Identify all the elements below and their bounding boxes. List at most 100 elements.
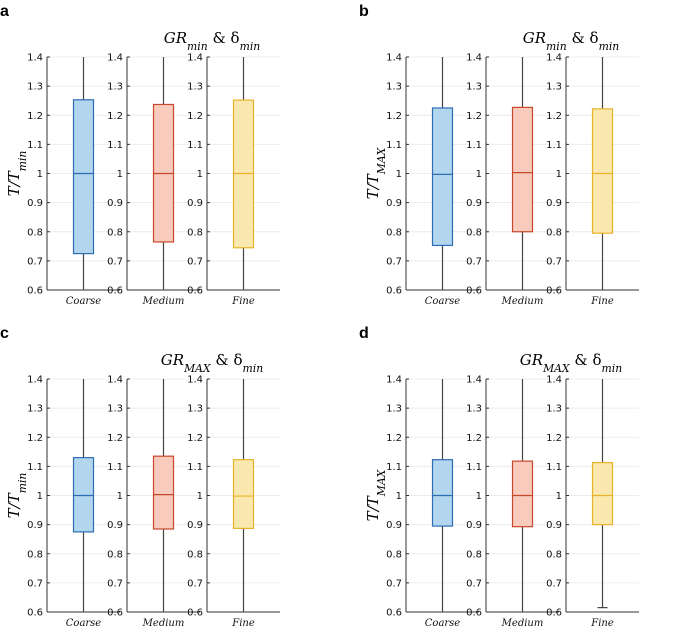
y-tick-label: 0.6 (27, 286, 43, 297)
subplot-fine: 0.6 0.7 0.8 0.9 1 1.1 1.2 1.3 1.4 Fine (187, 53, 280, 307)
y-tick-label: 0.8 (27, 227, 43, 238)
panel-letter: d (359, 325, 369, 342)
y-tick-label: 1.4 (466, 375, 482, 386)
subplot-fine: 0.6 0.7 0.8 0.9 1 1.1 1.2 1.3 1.4 Fine (546, 53, 639, 307)
y-tick-label: 1.2 (187, 433, 203, 444)
y-tick-label: 1.1 (107, 462, 123, 473)
y-tick-label: 0.7 (27, 578, 43, 589)
y-axis-label: T/Tmin (5, 473, 29, 519)
y-tick-label: 1 (197, 169, 203, 180)
y-tick-label: 1.1 (187, 140, 203, 151)
y-tick-label: 1.4 (27, 375, 43, 386)
y-tick-label: 0.7 (546, 578, 562, 589)
y-tick-label: 0.7 (386, 256, 402, 267)
y-tick-label: 1.1 (107, 140, 123, 151)
subplot-medium: 0.6 0.7 0.8 0.9 1 1.1 1.2 1.3 1.4 Medium (107, 53, 200, 307)
y-tick-label: 0.9 (386, 520, 402, 531)
category-label: Coarse (66, 296, 102, 307)
y-tick-label: 1.2 (386, 111, 402, 122)
subplot-coarse: 0.6 0.7 0.8 0.9 1 1.1 1.2 1.3 1.4 Coarse (386, 375, 479, 628)
y-tick-label: 0.8 (546, 549, 562, 560)
y-tick-label: 0.9 (187, 198, 203, 209)
category-label: Fine (231, 618, 255, 628)
category-label: Fine (590, 618, 614, 628)
panel-b: b GRmin & δmin T/TMAX 0.6 0.7 0.8 0.9 1 1.1 1.2 1.… (359, 3, 639, 307)
y-tick-label: 1.2 (386, 433, 402, 444)
y-tick-label: 0.6 (466, 608, 482, 619)
y-tick-label: 0.7 (187, 256, 203, 267)
y-tick-label: 1 (556, 169, 562, 180)
y-tick-label: 0.9 (107, 198, 123, 209)
y-tick-label: 1.2 (107, 111, 123, 122)
y-tick-label: 1.3 (386, 404, 402, 415)
y-tick-label: 1.3 (546, 82, 562, 93)
subplot-coarse: 0.6 0.7 0.8 0.9 1 1.1 1.2 1.3 1.4 Coarse (27, 375, 120, 628)
y-tick-label: 0.9 (466, 198, 482, 209)
y-tick-label: 0.6 (386, 286, 402, 297)
y-tick-label: 1.4 (386, 375, 402, 386)
y-tick-label: 0.7 (386, 578, 402, 589)
y-tick-label: 1.1 (187, 462, 203, 473)
y-tick-label: 0.6 (187, 608, 203, 619)
box-coarse (431, 107, 454, 247)
y-tick-label: 1 (197, 491, 203, 502)
category-label: Medium (501, 296, 544, 307)
y-tick-label: 1.2 (107, 433, 123, 444)
panel-letter: a (0, 3, 9, 20)
y-tick-label: 0.9 (546, 198, 562, 209)
category-label: Coarse (66, 618, 102, 628)
y-tick-label: 1.4 (546, 375, 562, 386)
y-tick-label: 1 (117, 491, 123, 502)
y-tick-label: 1.1 (546, 462, 562, 473)
panel-title: GRMAX & δmin (520, 351, 622, 375)
y-tick-label: 1.1 (27, 462, 43, 473)
category-label: Coarse (425, 618, 461, 628)
y-tick-label: 1.3 (107, 404, 123, 415)
y-tick-label: 0.6 (27, 608, 43, 619)
y-axis-label: T/TMAX (364, 146, 388, 199)
y-tick-label: 0.9 (27, 520, 43, 531)
y-tick-label: 0.6 (546, 286, 562, 297)
y-tick-label: 0.9 (386, 198, 402, 209)
panel-letter: b (359, 3, 369, 20)
category-label: Fine (231, 296, 255, 307)
y-tick-label: 1.3 (187, 404, 203, 415)
y-tick-label: 1.2 (27, 111, 43, 122)
y-tick-label: 1.1 (546, 140, 562, 151)
y-tick-label: 0.8 (107, 227, 123, 238)
y-tick-label: 1.4 (386, 53, 402, 64)
y-tick-label: 1.2 (27, 433, 43, 444)
box-fine (232, 459, 255, 530)
y-tick-label: 0.7 (546, 256, 562, 267)
y-tick-label: 0.6 (546, 608, 562, 619)
y-tick-label: 1.3 (546, 404, 562, 415)
panel-letter: c (0, 325, 9, 342)
category-label: Medium (142, 618, 185, 628)
y-tick-label: 0.8 (107, 549, 123, 560)
y-tick-label: 1.2 (187, 111, 203, 122)
subplot-coarse: 0.6 0.7 0.8 0.9 1 1.1 1.2 1.3 1.4 Coarse (27, 53, 120, 307)
y-tick-label: 0.7 (27, 256, 43, 267)
y-tick-label: 0.7 (107, 578, 123, 589)
category-label: Fine (590, 296, 614, 307)
y-tick-label: 0.8 (466, 549, 482, 560)
subplot-medium: 0.6 0.7 0.8 0.9 1 1.1 1.2 1.3 1.4 Medium (466, 375, 559, 628)
panel-c: c GRMAX & δmin T/Tmin 0.6 0.7 0.8 0.9 1 1.1 1.2 1.… (0, 325, 280, 628)
y-tick-label: 0.6 (187, 286, 203, 297)
y-tick-label: 1 (37, 491, 43, 502)
y-tick-label: 0.7 (107, 256, 123, 267)
subplot-medium: 0.6 0.7 0.8 0.9 1 1.1 1.2 1.3 1.4 Medium (107, 375, 200, 628)
y-tick-label: 1 (476, 491, 482, 502)
y-tick-label: 1.3 (187, 82, 203, 93)
y-tick-label: 0.8 (187, 549, 203, 560)
y-tick-label: 1.1 (386, 462, 402, 473)
panel-d: d GRMAX & δmin T/TMAX 0.6 0.7 0.8 0.9 1 1.1 1.2 1.… (359, 325, 639, 628)
y-tick-label: 1.2 (466, 111, 482, 122)
panel-title: GRMAX & δmin (161, 351, 263, 375)
y-tick-label: 0.7 (466, 256, 482, 267)
y-tick-label: 0.7 (187, 578, 203, 589)
y-tick-label: 1.4 (466, 53, 482, 64)
y-tick-label: 0.8 (386, 549, 402, 560)
y-tick-label: 1 (37, 169, 43, 180)
